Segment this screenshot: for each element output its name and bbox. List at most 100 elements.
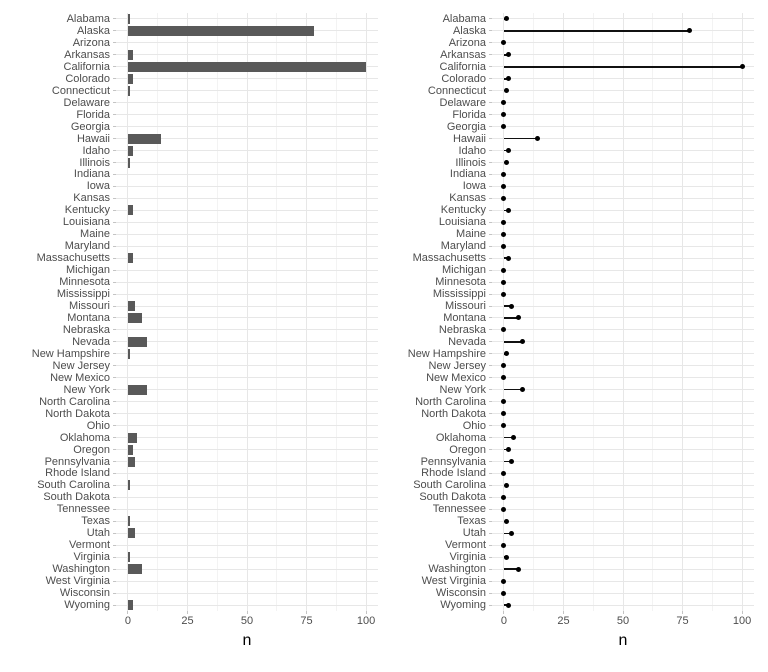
y-axis-label: New York [439, 383, 486, 396]
y-axis-tick [489, 54, 492, 56]
grid-minor-vline [711, 13, 713, 611]
y-axis-label: North Dakota [421, 407, 486, 420]
y-axis-label: Mississippi [432, 288, 486, 301]
y-axis-tick [113, 269, 116, 271]
y-axis-tick [113, 54, 116, 56]
y-axis-label: Michigan [65, 264, 110, 277]
grid-major-hline [116, 173, 378, 175]
grid-major-hline [116, 484, 378, 486]
y-axis-label: Colorado [65, 72, 110, 85]
y-axis-label: Florida [76, 108, 110, 121]
grid-minor-vline [652, 13, 654, 611]
y-axis-tick [113, 413, 116, 415]
y-axis-tick [113, 66, 116, 68]
bar [127, 336, 147, 347]
grid-major-hline [116, 293, 378, 295]
lollipop-segment [503, 436, 514, 439]
data-point [503, 351, 509, 357]
y-axis-tick [489, 185, 492, 187]
bar [127, 61, 367, 72]
y-axis-tick [489, 42, 492, 44]
y-axis-label: Maine [456, 228, 486, 241]
y-axis-tick [113, 472, 116, 474]
grid-major-hline [492, 269, 754, 271]
data-point [506, 255, 512, 261]
bar [127, 85, 131, 96]
data-point [534, 136, 540, 142]
y-axis-tick [113, 138, 116, 140]
grid-minor-vline [157, 13, 159, 611]
y-axis-tick [113, 604, 116, 606]
grid-major-hline [492, 102, 754, 104]
y-axis-label: Maryland [64, 240, 110, 253]
y-axis-label: Indiana [449, 168, 486, 181]
y-axis-tick [489, 173, 492, 175]
data-point [508, 530, 514, 536]
y-axis-label: Colorado [441, 72, 486, 85]
y-axis-label: California [439, 60, 486, 73]
y-axis-label: Kansas [449, 192, 486, 205]
y-axis-tick [113, 317, 116, 319]
grid-major-hline [492, 604, 754, 606]
y-axis-tick [113, 496, 116, 498]
y-axis-tick [489, 305, 492, 307]
grid-major-hline [492, 449, 754, 451]
y-axis-tick [489, 102, 492, 104]
y-axis-label: Georgia [70, 120, 110, 133]
data-point [501, 327, 507, 333]
grid-major-hline [492, 173, 754, 175]
y-axis-tick [113, 150, 116, 152]
data-point [501, 291, 507, 297]
y-axis-label: South Carolina [413, 479, 486, 492]
y-axis-tick [113, 461, 116, 462]
y-axis-tick [113, 221, 116, 223]
grid-major-hline [492, 185, 754, 187]
y-axis-tick [113, 329, 116, 331]
data-point [501, 279, 507, 285]
bar [127, 552, 131, 563]
y-axis-label: Tennessee [56, 503, 110, 516]
y-axis-tick [113, 305, 116, 307]
grid-major-hline [116, 257, 378, 259]
data-point [501, 231, 507, 237]
y-axis-tick [489, 532, 492, 534]
y-axis-tick [489, 78, 492, 80]
y-axis-tick [113, 353, 116, 355]
y-axis-tick [489, 114, 492, 116]
grid-major-hline [492, 389, 754, 391]
x-axis-tick [127, 611, 129, 614]
data-point [508, 459, 514, 464]
data-point [501, 399, 507, 405]
y-axis-tick [113, 102, 116, 104]
y-axis-label: South Carolina [37, 479, 110, 492]
grid-major-hline [116, 245, 378, 247]
grid-major-hline [492, 377, 754, 379]
x-axis-tick-label: 75 [300, 615, 313, 627]
grid-major-hline [116, 341, 378, 343]
grid-major-hline [116, 90, 378, 92]
y-axis-label: Georgia [446, 120, 486, 133]
data-point [506, 148, 512, 154]
y-axis-tick [113, 401, 116, 403]
y-axis-tick [489, 138, 492, 140]
y-axis-label: North Carolina [39, 395, 110, 408]
data-point [501, 590, 507, 596]
grid-major-hline [116, 353, 378, 355]
y-axis-label: Idaho [82, 144, 110, 157]
y-axis-tick [113, 508, 116, 510]
x-axis-tick-label: 100 [356, 615, 376, 627]
y-axis-label: Texas [81, 515, 110, 528]
y-axis-label: Kentucky [440, 204, 486, 217]
bar [127, 444, 133, 455]
y-axis-label: Oklahoma [59, 431, 110, 444]
bar [127, 528, 136, 539]
grid-major-hline [492, 592, 754, 594]
y-axis-label: Iowa [86, 180, 110, 193]
y-axis-label: Delaware [63, 96, 110, 109]
bar [127, 564, 143, 575]
y-axis-tick [113, 245, 116, 247]
y-axis-label: Michigan [441, 264, 486, 277]
bar [127, 157, 131, 168]
grid-major-hline [116, 461, 378, 462]
data-point [510, 435, 516, 441]
